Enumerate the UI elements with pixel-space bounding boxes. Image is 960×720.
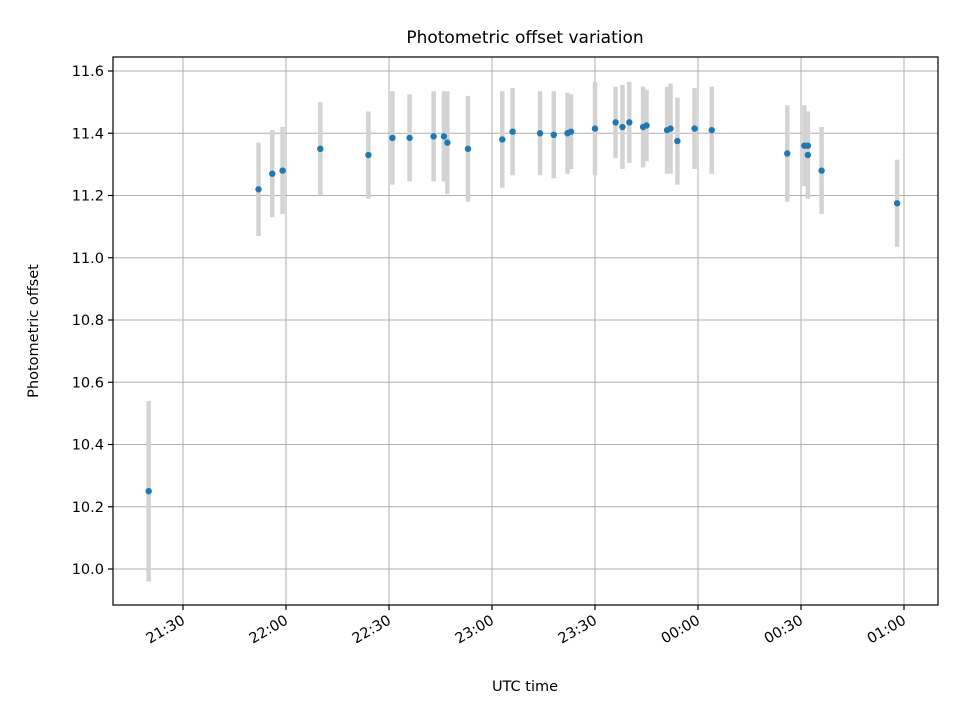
- y-tick-label: 11.2: [72, 189, 104, 205]
- data-point: [804, 151, 812, 159]
- x-tick-label: 21:30: [144, 613, 188, 648]
- data-point: [365, 151, 372, 159]
- x-axis-label: UTC time: [492, 679, 558, 695]
- x-tick-label: 23:00: [453, 613, 497, 648]
- data-point: [626, 119, 633, 126]
- data-point: [804, 142, 812, 149]
- data-point: [708, 126, 715, 134]
- plot-frame: [112, 56, 939, 606]
- data-point: [674, 137, 681, 145]
- data-point: [317, 145, 324, 153]
- data-points: [145, 119, 901, 495]
- data-point: [499, 136, 506, 143]
- data-point: [279, 167, 286, 174]
- y-tick-label: 10.8: [72, 313, 104, 329]
- y-tick-label: 10.6: [72, 375, 104, 391]
- y-axis-ticks: 10.0 10.2 10.4 10.6 10.8 11.0 11.2 11.4 11.6: [72, 64, 113, 578]
- chart-title: Photometric offset variation: [406, 28, 643, 48]
- data-point: [509, 128, 516, 135]
- y-tick-label: 10.4: [72, 438, 104, 454]
- data-point: [567, 128, 575, 135]
- data-point: [145, 487, 152, 495]
- y-axis-label: Photometric offset: [26, 264, 42, 398]
- data-point: [691, 125, 698, 132]
- data-point: [893, 200, 901, 207]
- data-point: [269, 170, 276, 177]
- data-point: [389, 134, 396, 142]
- data-point: [550, 131, 557, 139]
- data-point: [591, 125, 599, 132]
- data-point: [440, 133, 448, 140]
- data-point: [430, 133, 437, 140]
- data-point: [612, 119, 619, 126]
- data-point: [464, 145, 472, 153]
- x-axis-ticks: 21:30 22:00 22:30 23:00 23:30 00:00 00:30 01:00: [144, 605, 909, 647]
- grid: [113, 57, 938, 605]
- x-tick-label: 22:30: [350, 613, 394, 648]
- data-point: [255, 186, 262, 193]
- data-point: [444, 139, 451, 146]
- y-tick-label: 10.2: [72, 500, 104, 516]
- y-tick-label: 11.4: [72, 126, 104, 142]
- data-point: [643, 122, 650, 129]
- data-point: [406, 134, 413, 142]
- x-tick-label: 22:00: [247, 613, 291, 648]
- x-tick-label: 01:00: [865, 613, 909, 648]
- data-point: [784, 150, 791, 157]
- data-point: [667, 125, 674, 132]
- data-point: [619, 123, 626, 131]
- y-tick-label: 11.6: [72, 64, 104, 80]
- data-point: [818, 167, 825, 174]
- x-tick-label: 23:30: [556, 613, 600, 648]
- data-point: [536, 130, 544, 137]
- y-tick-label: 10.0: [72, 562, 104, 578]
- x-tick-label: 00:00: [659, 613, 703, 648]
- x-tick-label: 00:30: [762, 613, 806, 648]
- y-tick-label: 11.0: [72, 251, 104, 267]
